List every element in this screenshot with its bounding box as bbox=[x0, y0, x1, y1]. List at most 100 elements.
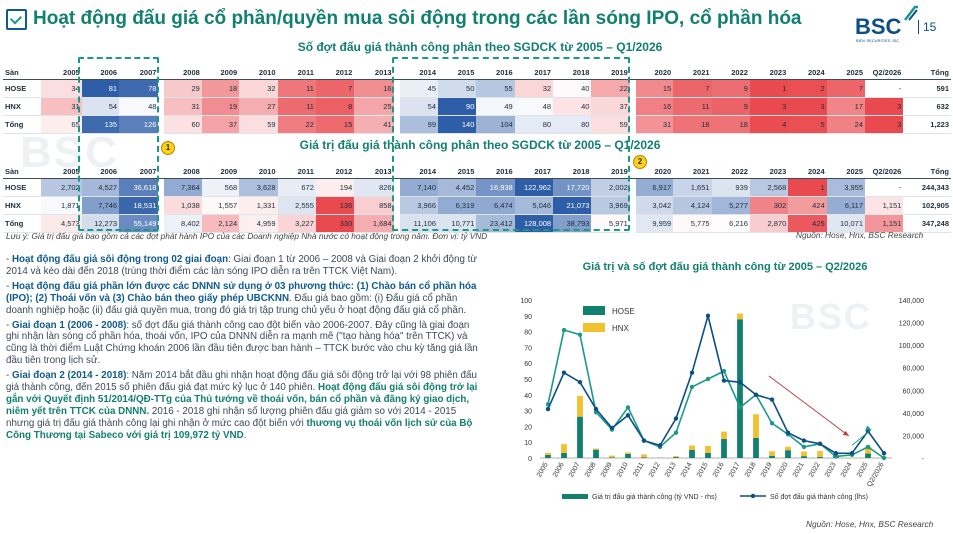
header-cell: 2021 bbox=[673, 165, 712, 179]
value-cell: 3,227 bbox=[277, 214, 316, 233]
series-point bbox=[561, 370, 567, 375]
x-tick-label: 2010 bbox=[616, 461, 630, 478]
bullet-heading: Hoạt động đấu giá sôi động trong 02 giai… bbox=[11, 254, 229, 265]
bullet-highlight: thương vụ thoái vốn lịch sử của Bộ Công … bbox=[6, 417, 473, 441]
series-point bbox=[609, 425, 615, 431]
header-cell: 2019 bbox=[591, 165, 630, 179]
series-point bbox=[849, 451, 855, 456]
series-point bbox=[769, 397, 775, 402]
bar-hose-value bbox=[641, 457, 647, 458]
value-cell: 672 bbox=[277, 178, 316, 197]
value-cell: 3,966 bbox=[399, 196, 439, 215]
value-cell: 7 bbox=[315, 79, 355, 98]
header-cell: 2025 bbox=[826, 165, 865, 179]
bar-hose-value bbox=[721, 438, 727, 458]
x-tick-label: 2011 bbox=[632, 461, 646, 478]
value-cell: 194 bbox=[315, 178, 355, 197]
bar-hose-value bbox=[785, 450, 791, 458]
bullet-heading: Giai đoạn 2 (2014 - 2018) bbox=[11, 370, 127, 382]
value-cell: 1,871 bbox=[41, 196, 82, 215]
series-point bbox=[673, 430, 679, 435]
logo-text: BSC bbox=[855, 14, 902, 39]
gap-cell bbox=[158, 66, 165, 80]
check-icon bbox=[6, 8, 27, 30]
table-row: HOSE 34 81 78 29 18 32 11 7 16 45 50 55 32 40 22 15 7 9 1 2 7… bbox=[3, 79, 951, 98]
header-cell: 2022 bbox=[711, 66, 750, 80]
value-cell: 10,071 bbox=[826, 214, 865, 233]
bar-hnx-value bbox=[721, 431, 727, 439]
header-cell: 2021 bbox=[673, 66, 712, 80]
header-cell: 2016 bbox=[476, 165, 515, 179]
value-cell: 4 bbox=[749, 115, 789, 134]
value-cell: 55,149 bbox=[119, 214, 159, 233]
value-cell: 22 bbox=[277, 115, 316, 134]
value-cell: 48 bbox=[514, 97, 554, 116]
table1-title: Số đợt đấu giá thành công phân theo SGDC… bbox=[297, 40, 663, 54]
gap-cell bbox=[393, 66, 400, 80]
arrow-head bbox=[842, 430, 849, 436]
y-right-tick: 60,000 bbox=[903, 388, 925, 395]
bullet-item: - Hoạt động đấu giá sôi động trong 02 gi… bbox=[6, 254, 477, 277]
value-cell: 4,959 bbox=[239, 214, 278, 233]
series-line bbox=[547, 329, 885, 459]
value-cell: 1 bbox=[788, 178, 827, 197]
value-cell: 8 bbox=[315, 97, 355, 116]
value-cell: 9,959 bbox=[635, 214, 674, 233]
value-cell: 6,319 bbox=[438, 196, 477, 215]
value-cell: 4,527 bbox=[81, 178, 120, 197]
value-cell: 6,917 bbox=[635, 178, 674, 197]
legend-count-marker bbox=[750, 493, 756, 499]
x-tick-label: 2022 bbox=[808, 461, 822, 478]
table-header-row: Sàn 2005 2006 2007 2008 2009 2010 2011 2012 2013 2… bbox=[3, 165, 951, 179]
value-cell: 16,938 bbox=[476, 178, 515, 197]
value-cell: 3,955 bbox=[826, 178, 865, 197]
x-tick-label: 2019 bbox=[760, 461, 774, 478]
row-label: Tổng bbox=[3, 214, 42, 233]
bar-hose-value bbox=[609, 457, 615, 458]
watermark: BSC bbox=[790, 296, 873, 337]
value-cell: 8,402 bbox=[164, 214, 202, 233]
header-cell: 2009 bbox=[201, 66, 240, 80]
value-cell: 2,002 bbox=[591, 178, 630, 197]
trend-arrow-up bbox=[851, 429, 872, 446]
header-cell: 2016 bbox=[476, 66, 515, 80]
value-cell: 11 bbox=[673, 97, 712, 116]
trend-arrow-down bbox=[768, 375, 850, 437]
value-cell: 15 bbox=[635, 79, 674, 98]
bullet-item: - Giai đoạn 2 (2014 - 2018): Năm 2014 bắ… bbox=[6, 370, 478, 441]
x-tick-label: 2009 bbox=[600, 461, 614, 478]
bar-hose-value bbox=[689, 449, 695, 458]
legend-hnx-swatch bbox=[583, 323, 605, 332]
table-row: HOSE 2,702 4,527 36,618 7,364 568 3,628 672 194 8… bbox=[3, 178, 951, 197]
bullet-item: - Giai đoạn 1 (2006 - 2008): số đợt đấu … bbox=[6, 319, 478, 367]
header-cell: 2013 bbox=[354, 165, 394, 179]
page-title: Hoạt động đấu giá cổ phần/quyền mua sôi … bbox=[33, 8, 802, 29]
series-point bbox=[801, 444, 807, 450]
value-cell: 18 bbox=[711, 115, 750, 134]
bar-hose-value bbox=[577, 416, 583, 458]
value-cell: 5 bbox=[788, 115, 827, 134]
bar-hnx-value bbox=[545, 452, 551, 455]
total-cell: 244,343 bbox=[903, 178, 951, 197]
value-cell: - bbox=[865, 178, 904, 197]
legend-hnx-label: HNX bbox=[612, 324, 630, 333]
y-right-tick: 40,000 bbox=[903, 411, 925, 418]
header-cell: Q2/2026 bbox=[865, 66, 904, 80]
series-point bbox=[801, 438, 807, 443]
header-cell: 2011 bbox=[277, 66, 316, 80]
bullet-heading: Giai đoạn 1 (2006 - 2008) bbox=[11, 319, 127, 331]
period-1-highlight bbox=[78, 57, 159, 231]
bar-hnx-value bbox=[705, 445, 711, 453]
x-tick-label: 2007 bbox=[568, 461, 582, 478]
value-cell: 1,151 bbox=[865, 196, 904, 215]
value-cell: 99 bbox=[399, 115, 439, 134]
value-cell: 65 bbox=[41, 115, 82, 134]
value-cell: 80 bbox=[553, 115, 592, 134]
gap-cell bbox=[158, 165, 165, 179]
value-cell: 7,364 bbox=[164, 178, 202, 197]
value-cell: 1,684 bbox=[354, 214, 394, 233]
series-point bbox=[753, 392, 759, 397]
arrow-head bbox=[865, 425, 872, 431]
value-cell: 2,555 bbox=[277, 196, 316, 215]
bar-hnx-value bbox=[801, 451, 807, 457]
